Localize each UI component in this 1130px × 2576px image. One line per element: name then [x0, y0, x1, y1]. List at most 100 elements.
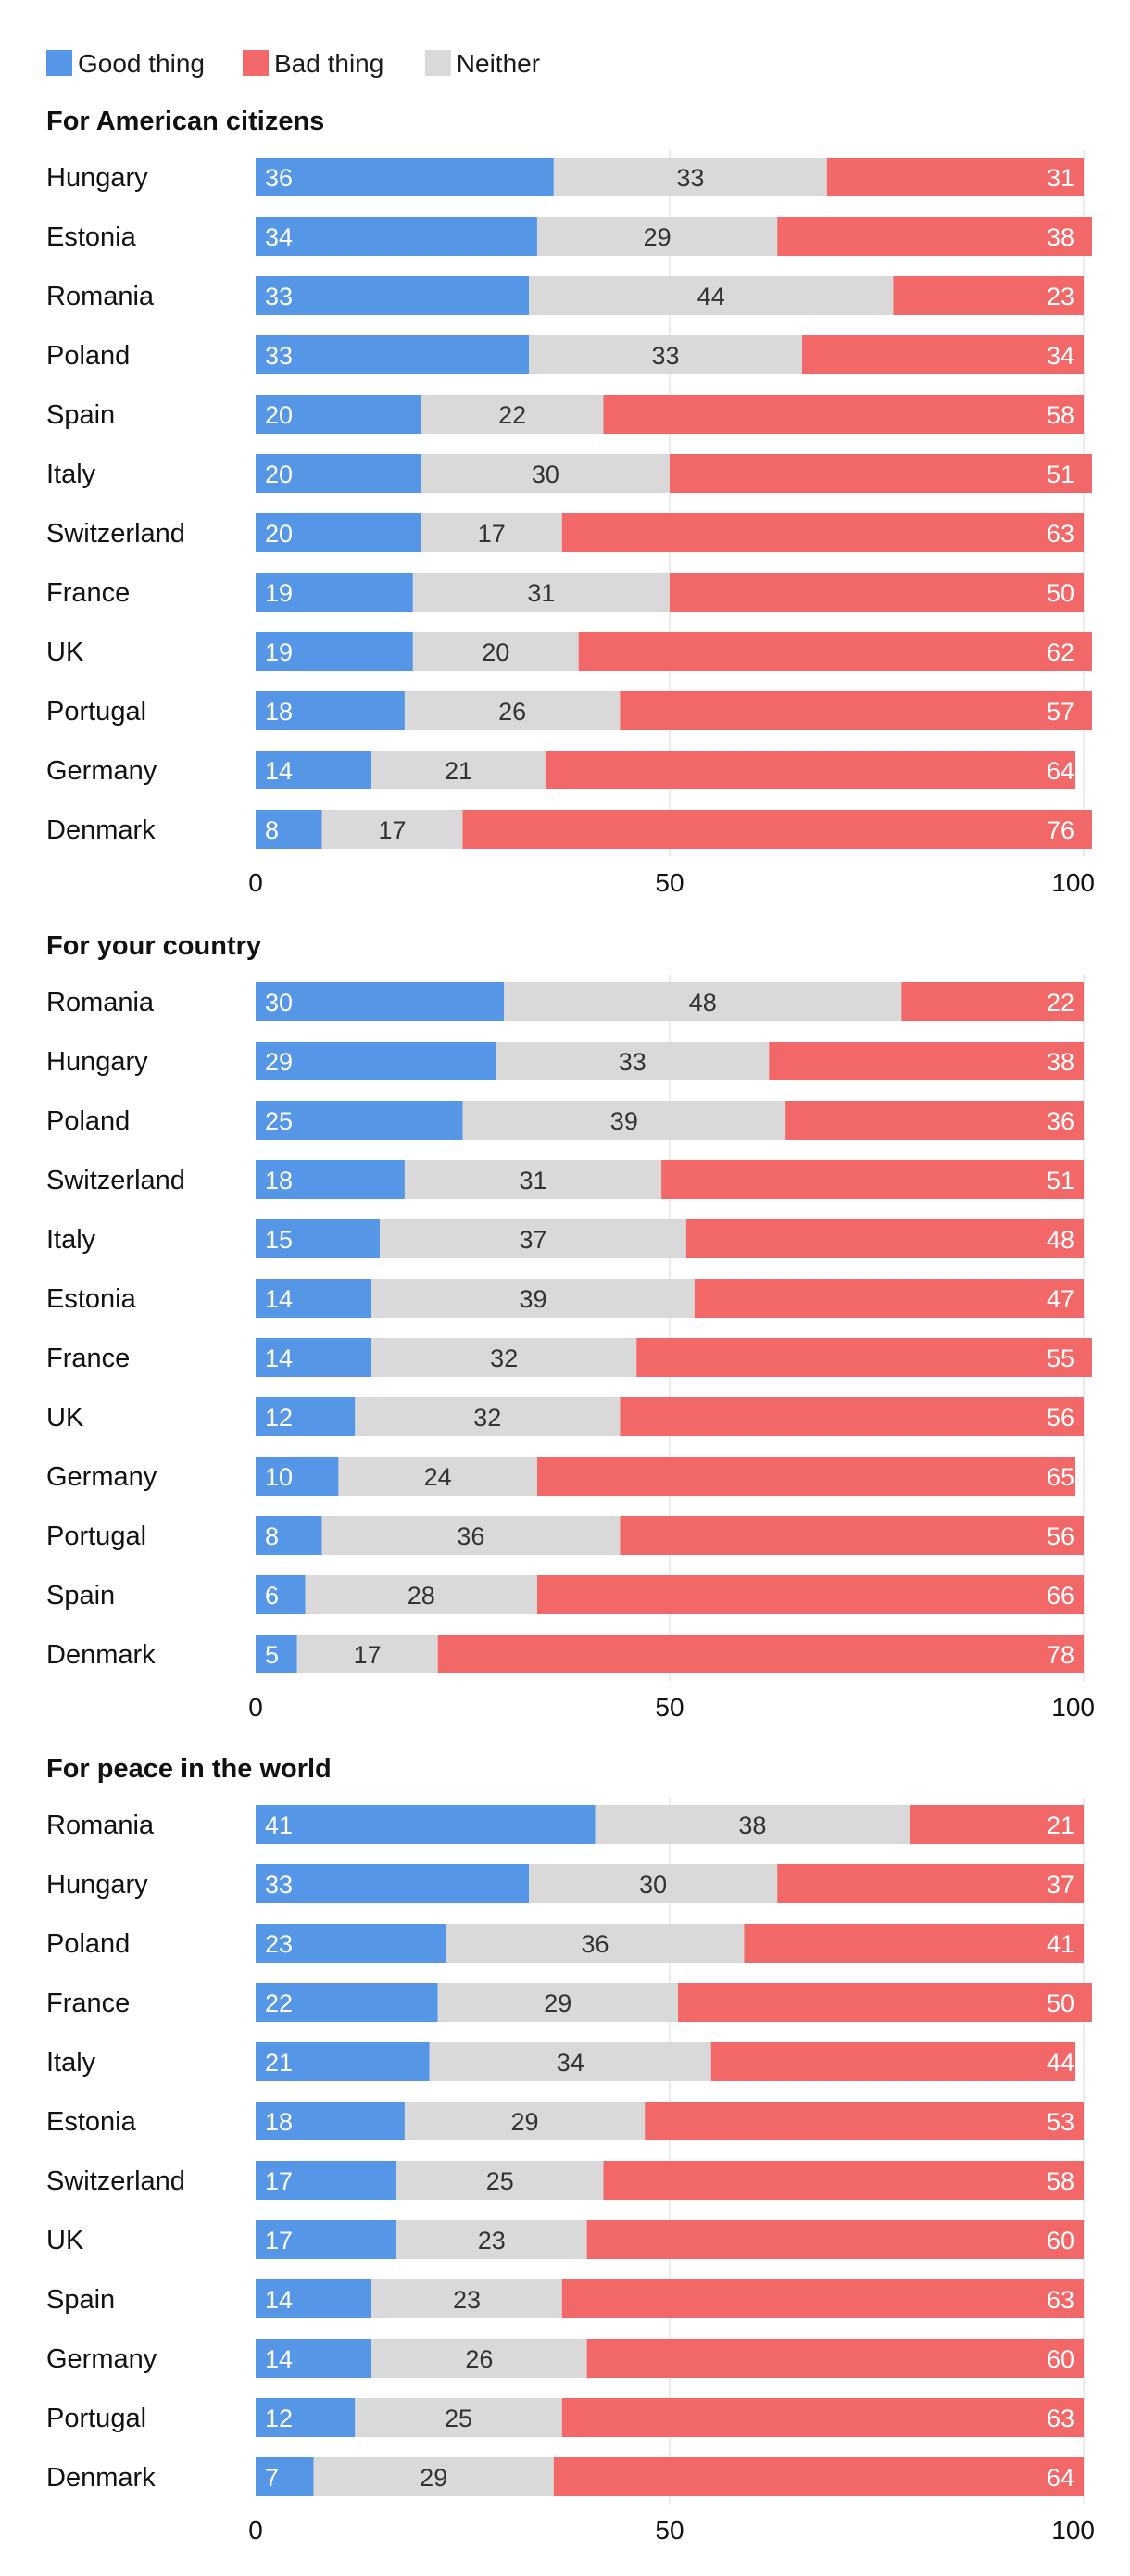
- data-label-neither: 23: [478, 2227, 506, 2254]
- data-label-neither: 25: [486, 2167, 514, 2195]
- bar-segment-good: [256, 2161, 396, 2200]
- data-label-bad: 53: [1047, 2108, 1074, 2136]
- data-label-bad: 34: [1047, 342, 1074, 370]
- data-label-good: 20: [265, 520, 293, 548]
- data-label-good: 14: [265, 2345, 293, 2373]
- data-label-neither: 17: [354, 1641, 382, 1669]
- bar-segment-good: [256, 2220, 396, 2259]
- country-label: UK: [46, 638, 84, 667]
- data-label-neither: 33: [676, 164, 704, 192]
- data-label-neither: 23: [453, 2286, 481, 2314]
- bar-segment-neither: [529, 335, 803, 374]
- bar-segment-good: [256, 2042, 430, 2081]
- data-label-bad: 38: [1047, 223, 1074, 251]
- bar-segment-good: [256, 513, 421, 552]
- country-label: Spain: [46, 2285, 115, 2315]
- country-label: Denmark: [46, 815, 156, 845]
- bar-segment-good: [256, 276, 530, 315]
- bar-segment-neither: [446, 1924, 745, 1963]
- bar-segment-bad: [685, 1219, 1084, 1258]
- bar-segment-bad: [744, 1924, 1084, 1963]
- data-label-good: 18: [265, 2108, 293, 2136]
- data-label-neither: 21: [445, 757, 472, 785]
- bar-segment-good: [256, 2102, 405, 2140]
- bar-segment-good: [256, 691, 405, 730]
- country-label: Italy: [46, 2048, 96, 2077]
- data-label-neither: 29: [544, 1989, 571, 2017]
- data-label-neither: 33: [652, 342, 680, 370]
- data-label-bad: 76: [1047, 816, 1074, 844]
- data-label-bad: 64: [1047, 2464, 1074, 2492]
- data-label-bad: 60: [1047, 2345, 1074, 2373]
- data-label-good: 33: [265, 283, 293, 310]
- country-label: Switzerland: [46, 1166, 185, 1195]
- bar-segment-neither: [421, 454, 670, 493]
- bar-segment-neither: [355, 2398, 562, 2437]
- data-label-bad: 22: [1047, 989, 1074, 1017]
- bar-segment-bad: [620, 1516, 1084, 1555]
- panel-title-2: For your country: [46, 931, 261, 961]
- data-label-good: 8: [265, 1522, 279, 1550]
- bar-segment-good: [256, 1219, 381, 1258]
- bar-segment-bad: [578, 632, 1092, 671]
- bar-segment-good: [256, 810, 322, 849]
- data-label-bad: 51: [1047, 1167, 1074, 1194]
- data-label-good: 19: [265, 579, 293, 607]
- bar-segment-good: [256, 2339, 372, 2378]
- country-label: Germany: [46, 2344, 157, 2374]
- panel-title-3: For peace in the world: [46, 1754, 332, 1784]
- data-label-neither: 39: [610, 1107, 638, 1135]
- data-label-neither: 36: [582, 1930, 609, 1958]
- country-label: UK: [46, 2226, 84, 2255]
- data-label-good: 41: [265, 1812, 293, 1839]
- data-label-good: 12: [265, 2405, 293, 2432]
- data-label-neither: 28: [408, 1582, 435, 1610]
- bar-segment-neither: [412, 632, 579, 671]
- data-label-bad: 56: [1047, 1522, 1074, 1550]
- bar-segment-good: [256, 1338, 372, 1377]
- bar-segment-good: [256, 2457, 314, 2496]
- data-label-neither: 38: [738, 1812, 766, 1839]
- bar-segment-bad: [826, 158, 1084, 196]
- data-label-bad: 64: [1047, 757, 1074, 785]
- bar-segment-good: [256, 395, 421, 434]
- data-label-good: 18: [265, 1167, 293, 1194]
- bar-segment-neither: [380, 1219, 686, 1258]
- bar-segment-bad: [769, 1042, 1084, 1080]
- bar-segment-good: [256, 1279, 372, 1318]
- bar-segment-neither: [321, 1516, 621, 1555]
- bar-segment-neither: [404, 1160, 662, 1199]
- data-label-bad: 37: [1047, 1871, 1074, 1899]
- data-label-bad: 66: [1047, 1582, 1074, 1610]
- x-tick-label-100: 100: [1051, 2516, 1095, 2544]
- data-label-bad: 38: [1047, 1048, 1074, 1076]
- data-label-good: 5: [265, 1641, 279, 1669]
- data-label-neither: 20: [482, 638, 509, 666]
- bar-segment-neither: [462, 1101, 786, 1140]
- data-label-neither: 26: [498, 698, 526, 726]
- country-label: Spain: [46, 400, 115, 430]
- data-label-bad: 50: [1047, 1989, 1074, 2017]
- data-label-good: 19: [265, 638, 293, 666]
- bar-segment-good: [256, 1805, 596, 1844]
- bar-segment-bad: [645, 2102, 1084, 2140]
- data-label-neither: 29: [420, 2464, 447, 2492]
- bar-segment-good: [256, 1983, 438, 2022]
- bar-segment-neither: [313, 2457, 554, 2496]
- data-label-good: 20: [265, 461, 293, 488]
- bar-segment-neither: [529, 1864, 778, 1903]
- data-label-neither: 34: [557, 2049, 584, 2077]
- country-label: Poland: [46, 341, 130, 371]
- bar-segment-bad: [536, 1575, 1084, 1614]
- bar-segment-bad: [603, 2161, 1084, 2200]
- data-label-bad: 63: [1047, 2286, 1074, 2314]
- bar-segment-bad: [802, 335, 1084, 374]
- data-label-good: 14: [265, 2286, 293, 2314]
- data-label-good: 33: [265, 1871, 293, 1899]
- data-label-bad: 51: [1047, 461, 1074, 488]
- bar-segment-good: [256, 751, 372, 789]
- country-label: Hungary: [46, 1047, 148, 1077]
- bar-segment-bad: [777, 217, 1092, 256]
- country-label: Germany: [46, 756, 157, 786]
- legend-label-bad: Bad thing: [274, 49, 383, 78]
